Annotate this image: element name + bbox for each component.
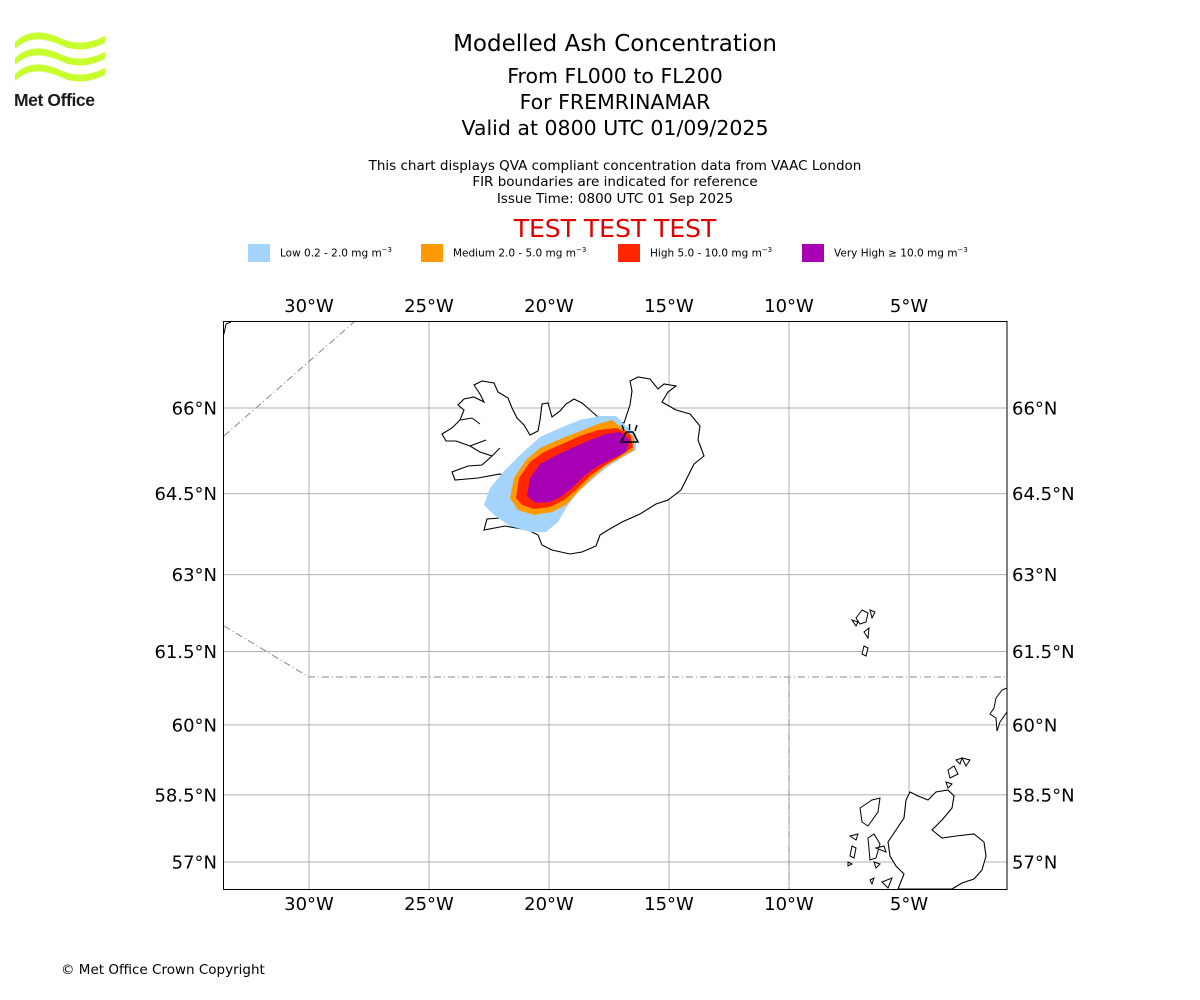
orkney-islands: [945, 757, 971, 789]
lat-label-right: 61.5°N: [1012, 642, 1075, 663]
lon-label-bottom: 25°W: [404, 894, 454, 915]
legend-label-very-high: Very High ≥ 10.0 mg m: [834, 247, 958, 260]
legend-exponent: −3: [381, 246, 393, 254]
chart-title: Modelled Ash Concentration: [453, 31, 777, 57]
lon-label-bottom: 15°W: [644, 894, 694, 915]
lat-label-right: 60°N: [1012, 715, 1057, 736]
faroe-islands: [850, 609, 876, 657]
legend-exponent: −3: [575, 246, 587, 254]
lat-label-left: 58.5°N: [154, 785, 217, 806]
westfjords-detail: [459, 417, 501, 457]
met-office-waves-icon: [15, 32, 105, 82]
lat-label-left: 60°N: [172, 715, 217, 736]
lon-label-top: 5°W: [890, 296, 928, 317]
lat-label-right: 66°N: [1012, 399, 1057, 420]
volcano-name: For FREMRINAMAR: [519, 90, 711, 114]
lat-label-left: 63°N: [172, 565, 217, 586]
axis-labels: 30°W 30°W 25°W 25°W 20°W 20°W 15°W 15°W 10°W 10°W…: [154, 296, 1074, 915]
lat-label-right: 64.5°N: [1012, 484, 1075, 505]
legend-label-high: High 5.0 - 10.0 mg m: [650, 247, 762, 260]
legend-label-low: Low 0.2 - 2.0 mg m: [280, 247, 382, 260]
lat-label-left: 57°N: [172, 853, 217, 874]
ash-very-high: [527, 432, 630, 503]
lat-label-left: 66°N: [172, 399, 217, 420]
map-frame: [223, 321, 1008, 890]
lat-label-right: 63°N: [1012, 565, 1057, 586]
issue-time: Issue Time: 0800 UTC 01 Sep 2025: [496, 191, 734, 207]
lon-label-top: 10°W: [764, 296, 814, 317]
lon-label-top: 20°W: [524, 296, 574, 317]
scotland-coastline: [887, 789, 987, 890]
legend-swatch-high: [618, 244, 640, 262]
shetland-islands: [989, 687, 1008, 732]
legend-exponent: −3: [761, 246, 773, 254]
greenland-coastline: [223, 321, 232, 335]
flight-levels: From FL000 to FL200: [507, 64, 723, 88]
lon-label-top: 25°W: [404, 296, 454, 317]
hebrides-islands: [847, 797, 893, 889]
legend-swatch-low: [248, 244, 270, 262]
met-office-wordmark: Met Office: [14, 90, 95, 110]
test-banner: TEST TEST TEST: [513, 214, 717, 243]
legend-exponent: −3: [957, 246, 968, 254]
lon-label-bottom: 30°W: [284, 894, 334, 915]
met-office-logo: Met Office: [14, 30, 108, 112]
lat-label-right: 57°N: [1012, 853, 1057, 874]
legend-swatch-very-high: [802, 244, 824, 262]
description-line-1: This chart displays QVA compliant concen…: [368, 158, 862, 174]
lon-label-bottom: 20°W: [524, 894, 574, 915]
fir-boundaries: [223, 321, 1007, 889]
lon-label-top: 15°W: [644, 296, 694, 317]
lat-label-left: 64.5°N: [154, 484, 217, 505]
ash-plume: [484, 416, 636, 532]
lat-label-left: 61.5°N: [154, 642, 217, 663]
lat-label-right: 58.5°N: [1012, 785, 1075, 806]
copyright: © Met Office Crown Copyright: [61, 962, 265, 978]
description-line-2: FIR boundaries are indicated for referen…: [472, 174, 758, 190]
graticule: [223, 321, 1007, 890]
lon-label-bottom: 5°W: [890, 894, 928, 915]
legend-swatch-medium: [421, 244, 443, 262]
lon-label-bottom: 10°W: [764, 894, 814, 915]
legend-label-medium: Medium 2.0 - 5.0 mg m: [453, 247, 576, 260]
valid-time: Valid at 0800 UTC 01/09/2025: [461, 116, 769, 140]
volcano-marker-icon: [619, 424, 640, 443]
lon-label-top: 30°W: [284, 296, 334, 317]
